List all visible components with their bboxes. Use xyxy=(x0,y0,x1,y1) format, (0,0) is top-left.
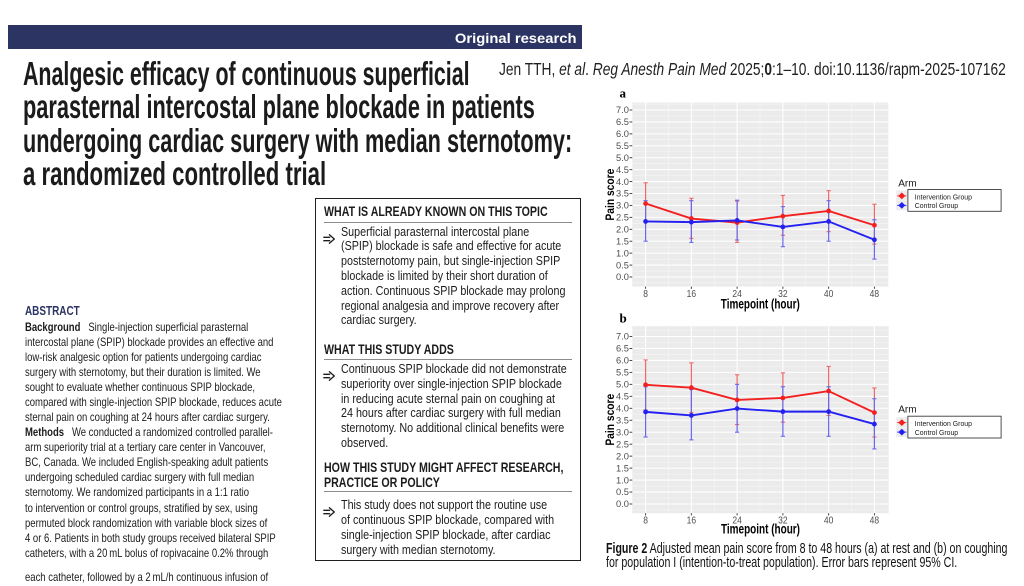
svg-text:b: b xyxy=(620,311,627,326)
svg-text:5.5: 5.5 xyxy=(616,141,629,151)
svg-text:16: 16 xyxy=(687,515,696,526)
svg-text:Intervention Group: Intervention Group xyxy=(915,419,972,428)
svg-text:48: 48 xyxy=(870,289,879,300)
svg-text:5.0: 5.0 xyxy=(616,153,629,163)
svg-text:0.0: 0.0 xyxy=(616,499,629,509)
svg-text:32: 32 xyxy=(778,289,787,300)
svg-text:2.5: 2.5 xyxy=(616,439,629,449)
svg-text:32: 32 xyxy=(778,515,787,526)
svg-text:24: 24 xyxy=(732,515,741,526)
svg-text:Control Group: Control Group xyxy=(915,428,958,437)
svg-text:Timepoint (hour): Timepoint (hour) xyxy=(721,521,800,537)
svg-text:7.0: 7.0 xyxy=(616,105,629,115)
svg-text:Intervention Group: Intervention Group xyxy=(915,192,972,201)
svg-text:3.5: 3.5 xyxy=(616,415,629,425)
svg-text:40: 40 xyxy=(824,515,833,526)
svg-text:a: a xyxy=(620,85,627,100)
svg-text:6.5: 6.5 xyxy=(616,117,629,127)
svg-text:Pain score: Pain score xyxy=(604,169,617,221)
svg-text:1.5: 1.5 xyxy=(616,463,629,473)
svg-text:8: 8 xyxy=(643,289,648,300)
svg-text:16: 16 xyxy=(687,289,696,300)
svg-text:3.0: 3.0 xyxy=(616,201,629,211)
svg-text:2.0: 2.0 xyxy=(616,224,629,234)
svg-text:Arm: Arm xyxy=(898,404,916,415)
svg-text:Pain score: Pain score xyxy=(604,394,617,446)
svg-text:1.0: 1.0 xyxy=(616,475,629,485)
svg-text:6.0: 6.0 xyxy=(616,129,629,139)
svg-text:3.0: 3.0 xyxy=(616,427,629,437)
svg-text:0.5: 0.5 xyxy=(616,260,629,270)
svg-text:4.0: 4.0 xyxy=(616,403,629,413)
svg-text:5.0: 5.0 xyxy=(616,380,629,390)
svg-text:0.5: 0.5 xyxy=(616,487,629,497)
svg-text:2.0: 2.0 xyxy=(616,451,629,461)
svg-text:Timepoint (hour): Timepoint (hour) xyxy=(721,296,800,312)
svg-text:Control Group: Control Group xyxy=(915,201,958,210)
svg-text:Arm: Arm xyxy=(898,179,916,190)
svg-text:1.5: 1.5 xyxy=(616,236,629,246)
svg-text:0.0: 0.0 xyxy=(616,272,629,282)
svg-text:2.5: 2.5 xyxy=(616,213,629,223)
svg-text:1.0: 1.0 xyxy=(616,248,629,258)
svg-text:4.0: 4.0 xyxy=(616,177,629,187)
svg-text:4.5: 4.5 xyxy=(616,165,629,175)
svg-text:3.5: 3.5 xyxy=(616,189,629,199)
svg-text:6.5: 6.5 xyxy=(616,344,629,354)
svg-text:5.5: 5.5 xyxy=(616,368,629,378)
svg-text:8: 8 xyxy=(643,515,648,526)
svg-text:24: 24 xyxy=(732,289,741,300)
svg-text:48: 48 xyxy=(870,515,879,526)
svg-text:6.0: 6.0 xyxy=(616,356,629,366)
svg-text:40: 40 xyxy=(824,289,833,300)
svg-text:7.0: 7.0 xyxy=(616,332,629,342)
svg-text:4.5: 4.5 xyxy=(616,392,629,402)
